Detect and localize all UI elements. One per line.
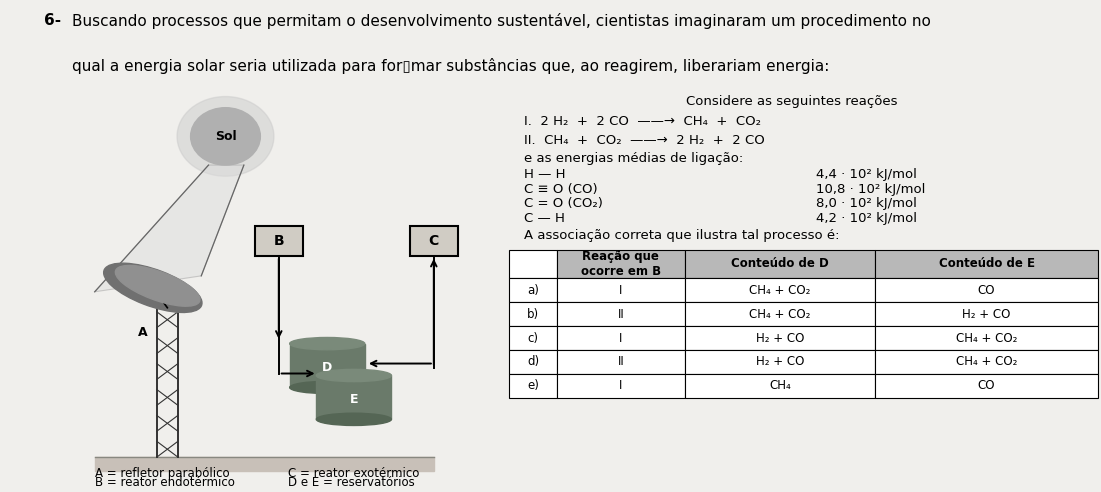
Text: E: E <box>350 393 358 406</box>
Text: C = reator exotérmico: C = reator exotérmico <box>288 467 419 480</box>
Text: 6-: 6- <box>44 13 62 28</box>
Text: C ≡ O (CO): C ≡ O (CO) <box>524 183 598 196</box>
Text: 4,2 · 10² kJ/mol: 4,2 · 10² kJ/mol <box>816 212 917 225</box>
Text: H₂ + CO: H₂ + CO <box>755 332 804 344</box>
Bar <box>316 375 391 419</box>
Text: Considere as seguintes reações: Considere as seguintes reações <box>686 94 897 108</box>
Bar <box>875 302 1098 326</box>
Text: 10,8 · 10² kJ/mol: 10,8 · 10² kJ/mol <box>816 183 925 196</box>
Text: D e E = reservatórios: D e E = reservatórios <box>288 476 415 489</box>
Bar <box>875 249 1098 278</box>
Ellipse shape <box>290 338 364 350</box>
Text: A = refletor parabólico: A = refletor parabólico <box>95 467 229 480</box>
Bar <box>685 326 875 350</box>
Bar <box>685 374 875 398</box>
Bar <box>685 249 875 278</box>
Bar <box>685 302 875 326</box>
Circle shape <box>190 108 260 165</box>
Text: B: B <box>273 234 284 248</box>
Bar <box>510 278 557 302</box>
Bar <box>95 457 434 471</box>
Bar <box>510 302 557 326</box>
Bar <box>557 278 685 302</box>
Text: Conteúdo de E: Conteúdo de E <box>938 257 1035 271</box>
Text: C = O (CO₂): C = O (CO₂) <box>524 197 603 211</box>
Text: CH₄ + CO₂: CH₄ + CO₂ <box>750 284 810 297</box>
Text: C: C <box>428 234 439 248</box>
Bar <box>254 226 303 256</box>
Text: I: I <box>619 284 622 297</box>
Text: c): c) <box>527 332 538 344</box>
Text: II: II <box>618 308 624 321</box>
Text: e): e) <box>527 379 539 392</box>
Text: A associação correta que ilustra tal processo é:: A associação correta que ilustra tal pro… <box>524 229 840 242</box>
Text: H₂ + CO: H₂ + CO <box>962 308 1011 321</box>
Bar <box>685 350 875 374</box>
Bar <box>557 326 685 350</box>
Polygon shape <box>95 165 244 292</box>
Text: a): a) <box>527 284 539 297</box>
Ellipse shape <box>316 369 392 382</box>
Bar <box>510 326 557 350</box>
Text: 4,4 · 10² kJ/mol: 4,4 · 10² kJ/mol <box>816 168 916 181</box>
Text: D: D <box>323 361 333 374</box>
Ellipse shape <box>116 266 200 306</box>
Text: e as energias médias de ligação:: e as energias médias de ligação: <box>524 152 743 165</box>
Text: I.  2 H₂  +  2 CO  ——→  CH₄  +  CO₂: I. 2 H₂ + 2 CO ——→ CH₄ + CO₂ <box>524 115 761 128</box>
Text: C — H: C — H <box>524 212 565 225</box>
Text: Reação que
ocorre em B: Reação que ocorre em B <box>581 250 661 278</box>
Text: I: I <box>619 332 622 344</box>
Ellipse shape <box>290 381 364 394</box>
Text: CO: CO <box>978 379 995 392</box>
Text: H — H: H — H <box>524 168 566 181</box>
Text: II.  CH₄  +  CO₂  ——→  2 H₂  +  2 CO: II. CH₄ + CO₂ ——→ 2 H₂ + 2 CO <box>524 134 765 147</box>
Bar <box>557 302 685 326</box>
Text: I: I <box>619 379 622 392</box>
Text: CO: CO <box>978 284 995 297</box>
Text: H₂ + CO: H₂ + CO <box>755 355 804 369</box>
Text: b): b) <box>527 308 539 321</box>
Bar <box>510 350 557 374</box>
Text: d): d) <box>527 355 539 369</box>
Circle shape <box>177 96 274 176</box>
Bar <box>875 374 1098 398</box>
Bar <box>557 249 685 278</box>
Text: Conteúdo de D: Conteúdo de D <box>731 257 829 271</box>
Bar <box>875 278 1098 302</box>
Bar <box>510 249 557 278</box>
Text: A: A <box>139 326 148 338</box>
Text: CH₄ + CO₂: CH₄ + CO₂ <box>750 308 810 321</box>
Text: II: II <box>618 355 624 369</box>
Text: 8,0 · 10² kJ/mol: 8,0 · 10² kJ/mol <box>816 197 916 211</box>
Text: CH₄: CH₄ <box>770 379 791 392</box>
Ellipse shape <box>316 413 392 426</box>
Bar <box>510 374 557 398</box>
Bar <box>685 278 875 302</box>
Bar <box>557 350 685 374</box>
Text: CH₄ + CO₂: CH₄ + CO₂ <box>956 355 1017 369</box>
Bar <box>290 343 364 388</box>
Text: Sol: Sol <box>215 130 237 143</box>
Ellipse shape <box>103 263 201 312</box>
Bar <box>875 326 1098 350</box>
Text: Buscando processos que permitam o desenvolvimento sustentável, cientistas imagin: Buscando processos que permitam o desenv… <box>72 13 930 30</box>
Text: B = reator endotérmico: B = reator endotérmico <box>95 476 235 489</box>
Bar <box>875 350 1098 374</box>
Text: CH₄ + CO₂: CH₄ + CO₂ <box>956 332 1017 344</box>
Text: qual a energia solar seria utilizada para for▯mar substâncias que, ao reagirem, : qual a energia solar seria utilizada par… <box>72 58 829 74</box>
Bar <box>410 226 458 256</box>
Bar <box>557 374 685 398</box>
